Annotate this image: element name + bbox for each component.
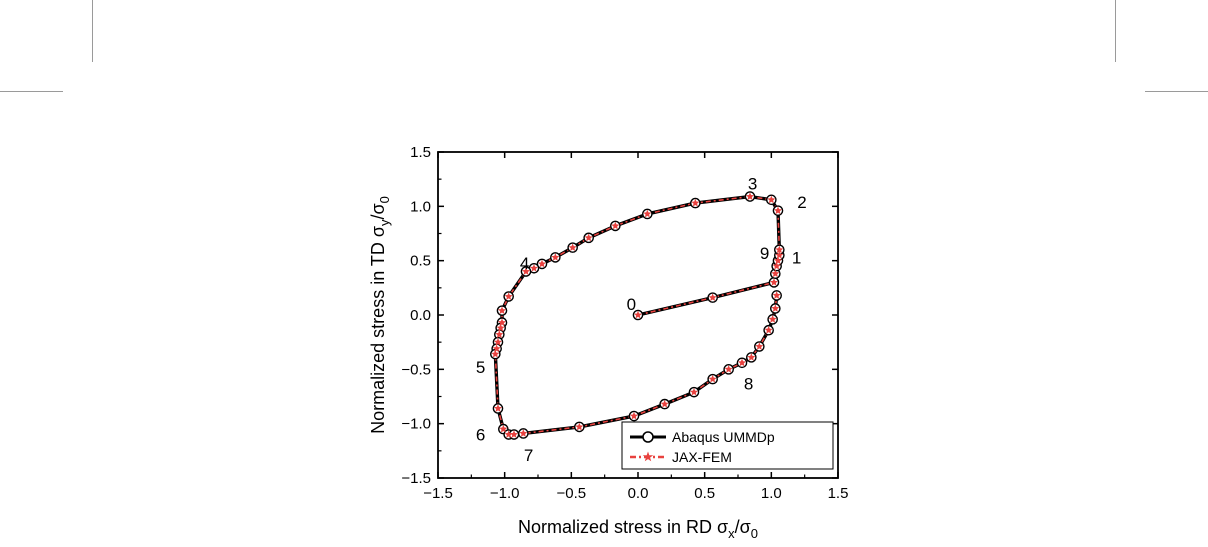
point-jaxfem: [691, 198, 700, 207]
point-jaxfem: [774, 206, 782, 215]
y-tick-label: −0.5: [401, 361, 431, 378]
legend-label-abaqus: Abaqus UMMDp: [672, 429, 775, 445]
crop-mark-left-horizontal: [0, 91, 63, 92]
load-point-label: 9: [760, 244, 769, 263]
point-jaxfem: [575, 422, 584, 431]
x-axis-title: Normalized stress in RD σx/σ0: [518, 517, 758, 541]
load-point-label: 1: [792, 248, 801, 267]
y-tick-label: 0.5: [410, 253, 431, 270]
point-jaxfem: [772, 291, 781, 299]
point-jaxfem: [774, 256, 782, 265]
y-tick-label: 1.5: [410, 144, 431, 161]
point-jaxfem: [771, 269, 780, 278]
point-jaxfem: [498, 306, 506, 315]
point-jaxfem: [708, 374, 717, 383]
point-jaxfem: [492, 344, 501, 353]
point-jaxfem: [755, 342, 764, 350]
point-jaxfem: [551, 253, 560, 261]
legend-marker-abaqus: [642, 431, 654, 443]
load-point-label: 3: [748, 175, 757, 194]
point-jaxfem: [568, 243, 577, 252]
point-jaxfem: [772, 261, 781, 270]
point-jaxfem: [690, 387, 698, 396]
crop-mark-right-horizontal: [1145, 91, 1208, 92]
point-jaxfem: [530, 264, 538, 272]
point-jaxfem: [724, 365, 733, 373]
point-jaxfem: [504, 292, 513, 300]
point-jaxfem: [775, 245, 784, 254]
point-jaxfem: [584, 233, 593, 242]
x-tick-label: 1.0: [761, 485, 782, 502]
point-jaxfem: [767, 195, 776, 204]
point-jaxfem: [630, 411, 638, 420]
y-tick-label: 0.0: [410, 307, 431, 324]
x-tick-label: 0.0: [628, 485, 649, 502]
point-jaxfem: [611, 221, 620, 230]
legend-marker-jaxfem: [642, 451, 654, 462]
y-axis-title: Normalized stress in TD σy/σ0: [368, 196, 392, 434]
crop-mark-right-vertical: [1115, 0, 1116, 62]
point-jaxfem: [538, 259, 546, 268]
point-jaxfem: [771, 304, 780, 312]
point-jaxfem: [747, 353, 756, 361]
y-tick-label: 1.0: [410, 198, 431, 215]
load-point-label: 5: [476, 358, 485, 377]
x-tick-label: −1.0: [490, 485, 520, 502]
load-point-label: 0: [627, 295, 636, 314]
point-jaxfem: [519, 429, 528, 437]
point-jaxfem: [495, 330, 504, 338]
load-point-label: 8: [744, 374, 753, 393]
point-jaxfem: [634, 310, 642, 319]
point-jaxfem: [660, 399, 669, 408]
point-jaxfem: [504, 430, 513, 438]
x-tick-label: −1.5: [423, 485, 453, 502]
crop-mark-left-vertical: [92, 0, 93, 62]
load-point-label: 2: [797, 193, 806, 212]
legend-box: [621, 421, 834, 470]
load-point-label: 6: [476, 426, 485, 445]
y-tick-label: −1.0: [401, 416, 431, 433]
x-tick-label: 0.5: [694, 485, 715, 502]
point-jaxfem: [494, 337, 502, 346]
point-jaxfem: [768, 315, 777, 323]
load-point-label: 7: [524, 446, 533, 465]
point-jaxfem: [746, 192, 754, 200]
legend-label-jaxfem: JAX-FEM: [672, 449, 732, 465]
point-jaxfem: [643, 209, 652, 218]
point-jaxfem: [775, 251, 784, 259]
load-point-label: 4: [520, 254, 529, 273]
legend: Abaqus UMMDp JAX-FEM: [621, 421, 834, 470]
point-jaxfem: [499, 424, 508, 433]
point-jaxfem: [494, 404, 502, 412]
x-tick-label: 1.5: [828, 485, 849, 502]
y-tick-label: −1.5: [401, 470, 431, 487]
point-jaxfem: [496, 323, 505, 332]
point-jaxfem: [738, 358, 746, 367]
x-tick-label: −0.5: [557, 485, 587, 502]
point-jaxfem: [491, 349, 500, 358]
point-jaxfem: [770, 278, 778, 286]
point-jaxfem: [510, 430, 518, 438]
point-jaxfem: [764, 326, 773, 334]
point-jaxfem: [498, 318, 506, 326]
point-jaxfem: [522, 267, 530, 275]
point-jaxfem: [708, 293, 717, 302]
